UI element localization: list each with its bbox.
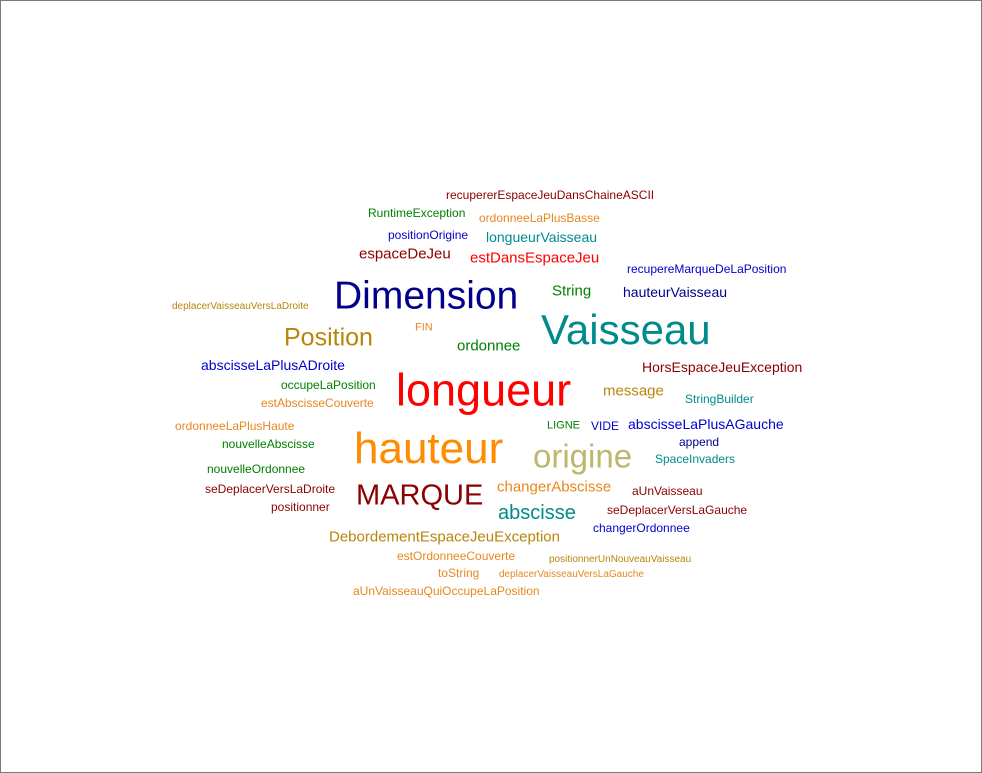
word: Position: [284, 323, 373, 352]
word: ordonneeLaPlusHaute: [175, 419, 295, 433]
word: seDeplacerVersLaGauche: [607, 503, 748, 517]
word: Dimension: [334, 274, 519, 318]
word: toString: [438, 566, 480, 580]
word: recupereMarqueDeLaPosition: [627, 262, 787, 276]
word: MARQUE: [356, 479, 484, 512]
word: recupererEspaceJeuDansChaineASCII: [446, 188, 655, 202]
word: ordonneeLaPlusBasse: [479, 211, 600, 225]
word: nouvelleOrdonnee: [207, 462, 306, 476]
word: nouvelleAbscisse: [222, 437, 315, 451]
word: deplacerVaisseauVersLaGauche: [499, 569, 644, 580]
word: StringBuilder: [685, 392, 754, 406]
word: estDansEspaceJeu: [470, 249, 600, 267]
word: FIN: [415, 321, 433, 334]
word: longueur: [396, 364, 572, 416]
word: occupeLaPosition: [281, 378, 376, 392]
word: abscisseLaPlusADroite: [201, 357, 345, 373]
word: hauteur: [354, 424, 504, 473]
word: longueurVaisseau: [486, 229, 598, 245]
word: VIDE: [591, 419, 620, 433]
word: deplacerVaisseauVersLaDroite: [172, 301, 309, 312]
word: SpaceInvaders: [655, 452, 736, 466]
word: append: [679, 435, 720, 449]
word: estAbscisseCouverte: [261, 396, 374, 410]
word: LIGNE: [547, 419, 581, 432]
word: Vaisseau: [541, 306, 711, 353]
word: changerAbscisse: [497, 478, 612, 496]
word: DebordementEspaceJeuException: [329, 528, 560, 546]
word: abscisseLaPlusAGauche: [628, 416, 784, 432]
word: positionOrigine: [388, 228, 469, 242]
word: HorsEspaceJeuException: [642, 359, 803, 375]
word: positionner: [271, 500, 330, 514]
word: seDeplacerVersLaDroite: [205, 482, 336, 496]
word: aUnVaisseauQuiOccupeLaPosition: [353, 584, 540, 598]
word: espaceDeJeu: [359, 245, 451, 263]
word: changerOrdonnee: [593, 521, 690, 535]
word: origine: [533, 437, 633, 475]
word: String: [552, 282, 592, 300]
word: estOrdonneeCouverte: [397, 549, 516, 563]
word: message: [603, 382, 664, 400]
word: ordonnee: [457, 337, 521, 355]
word: hauteurVaisseau: [623, 284, 728, 300]
word: positionnerUnNouveauVaisseau: [549, 554, 692, 565]
word: RuntimeException: [368, 206, 466, 220]
word: abscisse: [498, 502, 576, 524]
word: aUnVaisseau: [632, 484, 703, 498]
